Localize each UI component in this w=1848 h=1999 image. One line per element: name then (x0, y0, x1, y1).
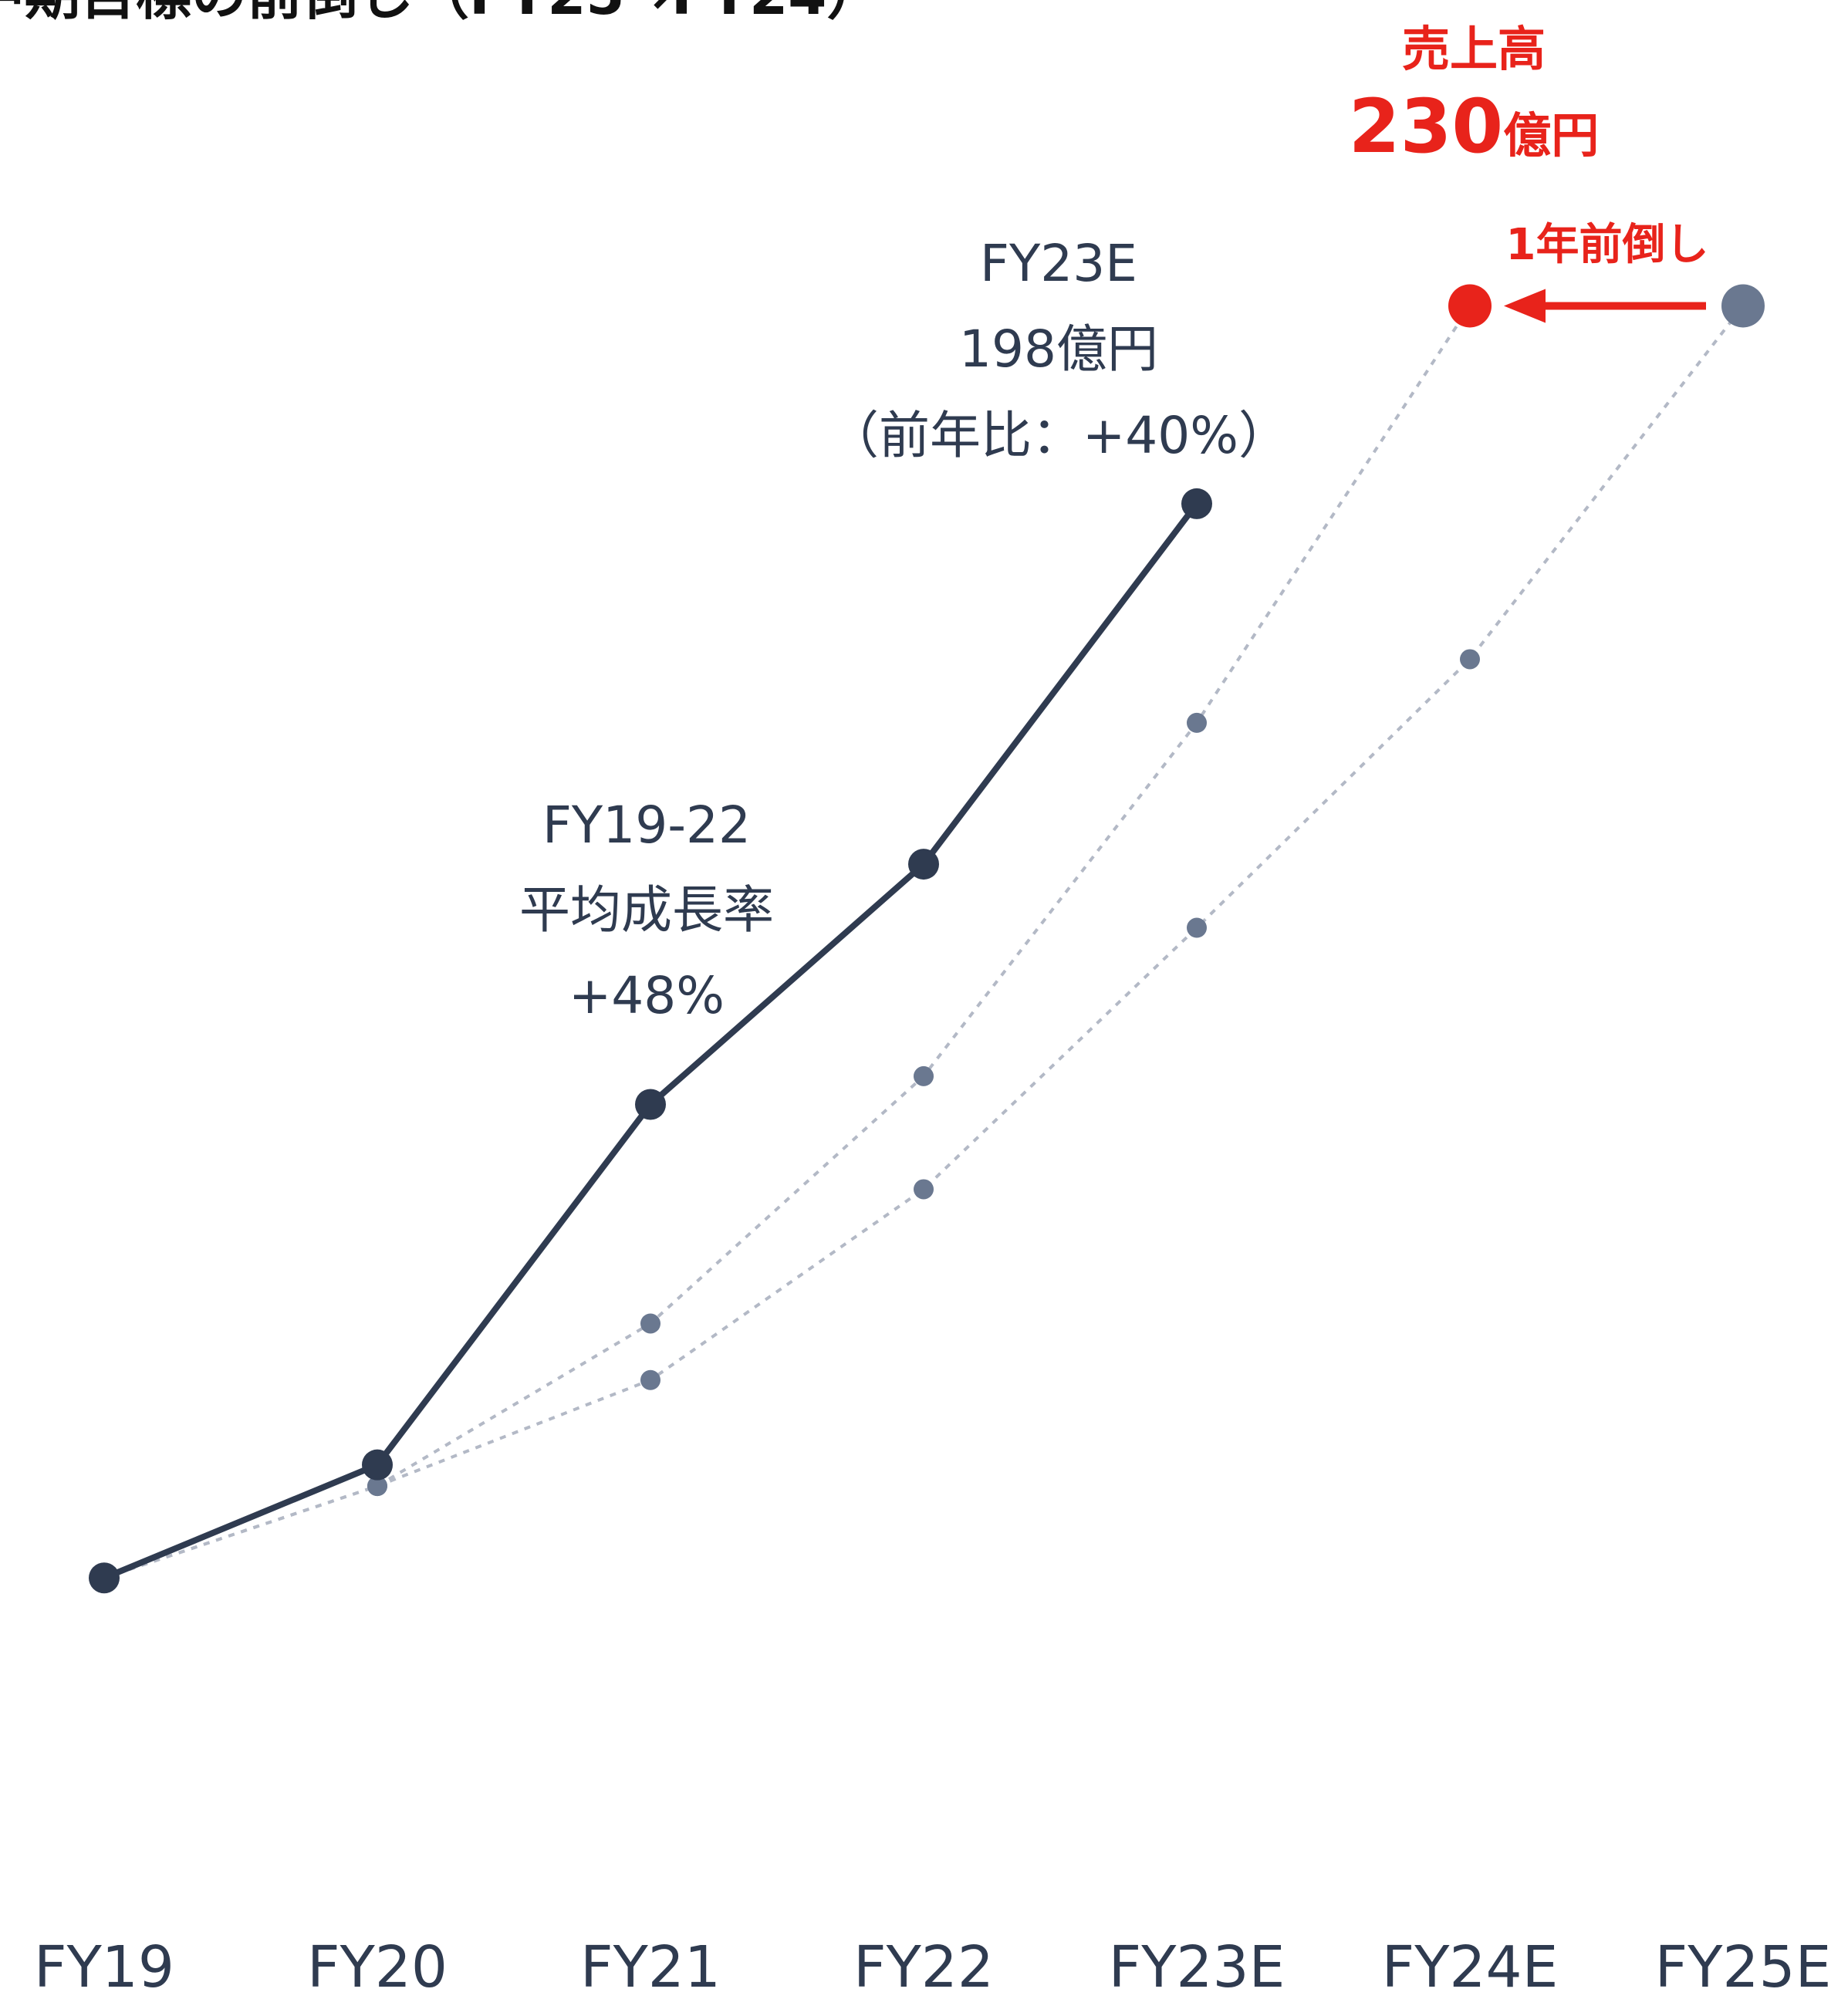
x-tick-FY19: FY19 (34, 1934, 174, 1999)
x-tick-FY23E: FY23E (1109, 1934, 1285, 1999)
plan-series-2-point-FY23E (1187, 917, 1207, 938)
actual-series-point-FY21 (635, 1089, 666, 1120)
plan-lines (103, 284, 1765, 1580)
x-tick-FY20: FY20 (307, 1934, 448, 1999)
x-axis-ticks: FY19 FY20 FY21 FY22 FY23E FY24E FY25E (34, 1934, 1831, 1999)
plan-series-1-line (103, 305, 1471, 1580)
x-tick-FY25E: FY25E (1655, 1934, 1832, 1999)
actual-series-point-FY23E (1181, 488, 1212, 519)
plan-series-2-point-FY20 (367, 1476, 387, 1497)
fy23-annotation: FY23E 198億円 （前年比：+40%） (828, 234, 1289, 465)
target-value-line: 230億円 (1349, 83, 1599, 170)
target-value: 230 (1349, 83, 1503, 170)
x-tick-FY24E: FY24E (1382, 1934, 1559, 1999)
fy23-annotation-period: FY23E (980, 234, 1137, 293)
fy23-annotation-growth: （前年比：+40%） (828, 406, 1289, 465)
x-tick-FY21: FY21 (580, 1934, 721, 1999)
target-label: 売上高 (1402, 21, 1546, 77)
plan-series-1-point-FY24E (1448, 284, 1492, 328)
chart-title: 中期目標の前倒し（FY25→FY24） (0, 0, 882, 27)
actual-series-line (103, 501, 1200, 1581)
shift-arrow-head (1504, 289, 1546, 323)
plan-series-2-point-FY22 (914, 1179, 934, 1200)
shift-label: 1年前倒し (1506, 220, 1709, 270)
plan-series-2-line (103, 305, 1745, 1580)
plan-series-1-point-FY21 (640, 1313, 660, 1334)
x-tick-FY22: FY22 (853, 1934, 994, 1999)
target-annotation: 売上高 230億円 1年前倒し (1349, 21, 1709, 270)
fy23-annotation-value: 198億円 (959, 319, 1158, 379)
cagr-annotation-value: +48% (569, 966, 725, 1025)
cagr-annotation-label: 平均成長率 (519, 880, 774, 940)
plan-series-2-point-FY21 (640, 1369, 660, 1390)
actual-series-point-FY22 (908, 849, 939, 880)
cagr-annotation: FY19-22 平均成長率 +48% (519, 795, 774, 1025)
actual-series-point-FY20 (362, 1449, 393, 1481)
cagr-annotation-period: FY19-22 (542, 795, 751, 855)
actual-series-point-FY19 (89, 1562, 120, 1594)
target-unit: 億円 (1503, 107, 1599, 164)
plan-series-2-point-FY24E (1460, 649, 1480, 670)
plan-series-1-point-FY23E (1187, 712, 1207, 733)
shift-arrow (1504, 289, 1706, 323)
plan-series-1-point-FY22 (914, 1065, 934, 1086)
plan-series-2-point-FY25E (1721, 284, 1765, 328)
actual-line (89, 488, 1212, 1594)
